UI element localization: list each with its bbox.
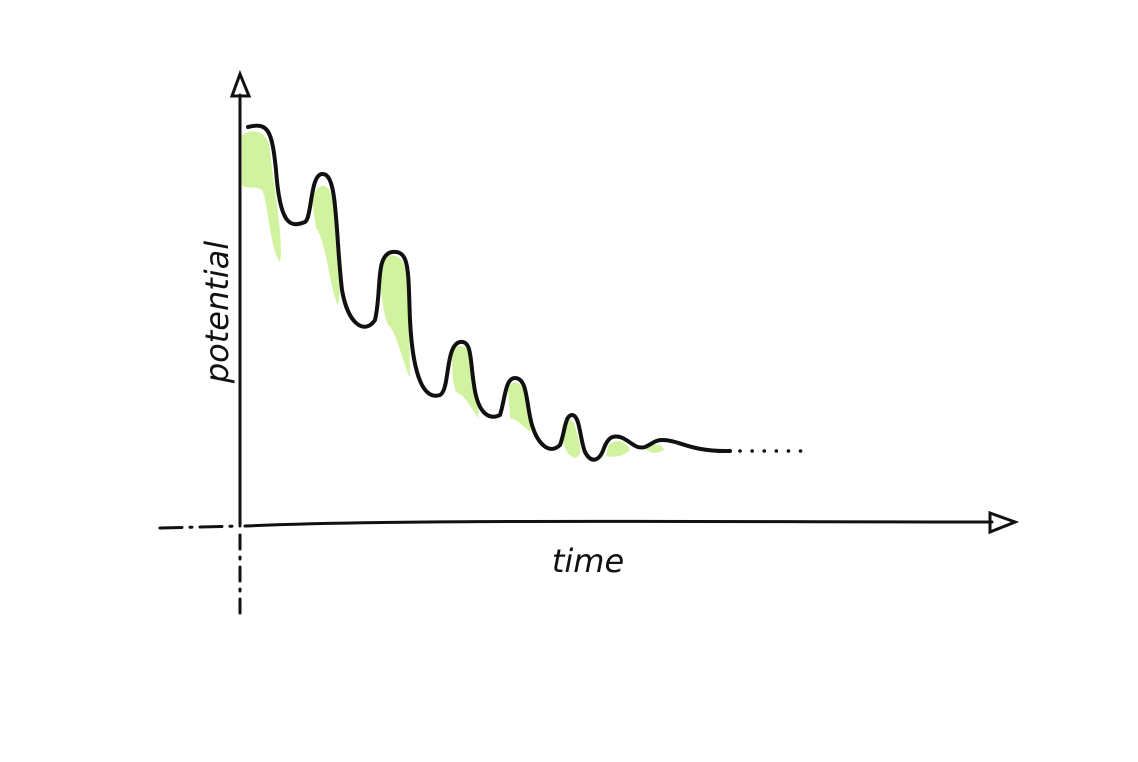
y-axis (238, 93, 242, 527)
y-arrow (229, 69, 252, 98)
x-axis-label: time (552, 542, 624, 580)
axes (158, 69, 1020, 617)
y-axis-label: potential (198, 241, 236, 384)
x-axis-extension (158, 524, 242, 530)
potential-curve (246, 123, 732, 462)
x-arrow (988, 510, 1020, 535)
x-axis (243, 519, 994, 528)
